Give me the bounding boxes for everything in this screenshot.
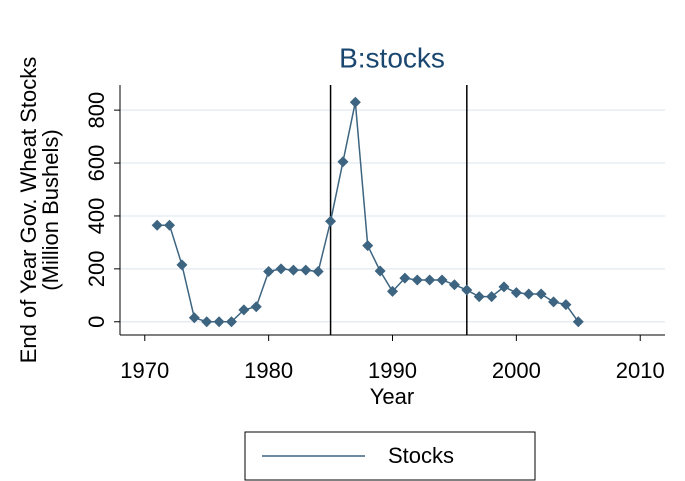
marker [275, 263, 287, 275]
marker [250, 301, 262, 313]
y-tick-label: 400 [84, 198, 109, 235]
marker [486, 291, 498, 303]
marker [287, 264, 299, 276]
y-tick-label: 600 [84, 145, 109, 182]
marker [176, 259, 188, 271]
marker [411, 274, 423, 286]
marker [399, 272, 411, 284]
marker [300, 264, 312, 276]
y-tick-label: 800 [84, 92, 109, 129]
marker [498, 281, 510, 293]
marker [510, 287, 522, 299]
marker [164, 219, 176, 231]
marker [424, 274, 436, 286]
marker [151, 219, 163, 231]
y-tick-label: 200 [84, 251, 109, 288]
marker [548, 296, 560, 308]
marker [201, 316, 213, 328]
marker [225, 316, 237, 328]
marker [560, 299, 572, 311]
x-tick-label: 1990 [368, 358, 417, 383]
legend-label: Stocks [388, 443, 454, 468]
marker [387, 285, 398, 297]
marker [362, 240, 374, 252]
marker [374, 265, 386, 277]
marker [325, 215, 337, 227]
marker [213, 316, 225, 328]
marker [349, 96, 361, 108]
marker [188, 312, 200, 324]
marker [572, 316, 584, 328]
legend-box [244, 431, 536, 481]
x-tick-label: 1970 [120, 358, 169, 383]
marker [337, 156, 349, 168]
x-tick-label: 2000 [492, 358, 541, 383]
marker [473, 291, 485, 303]
marker [436, 274, 448, 286]
x-tick-label: 2010 [616, 358, 665, 383]
y-axis-title: (Million Bushels) [38, 129, 63, 290]
marker [535, 288, 547, 300]
marker [263, 266, 275, 278]
chart-title: B:stocks [339, 42, 445, 73]
marker [523, 288, 535, 300]
x-tick-label: 1980 [244, 358, 293, 383]
marker [448, 279, 460, 291]
marker [461, 284, 473, 296]
marker [238, 304, 250, 316]
marker [312, 266, 324, 278]
y-axis-title: End of Year Gov. Wheat Stocks [16, 57, 41, 364]
y-tick-label: 0 [84, 316, 109, 328]
x-axis-title: Year [370, 384, 414, 409]
